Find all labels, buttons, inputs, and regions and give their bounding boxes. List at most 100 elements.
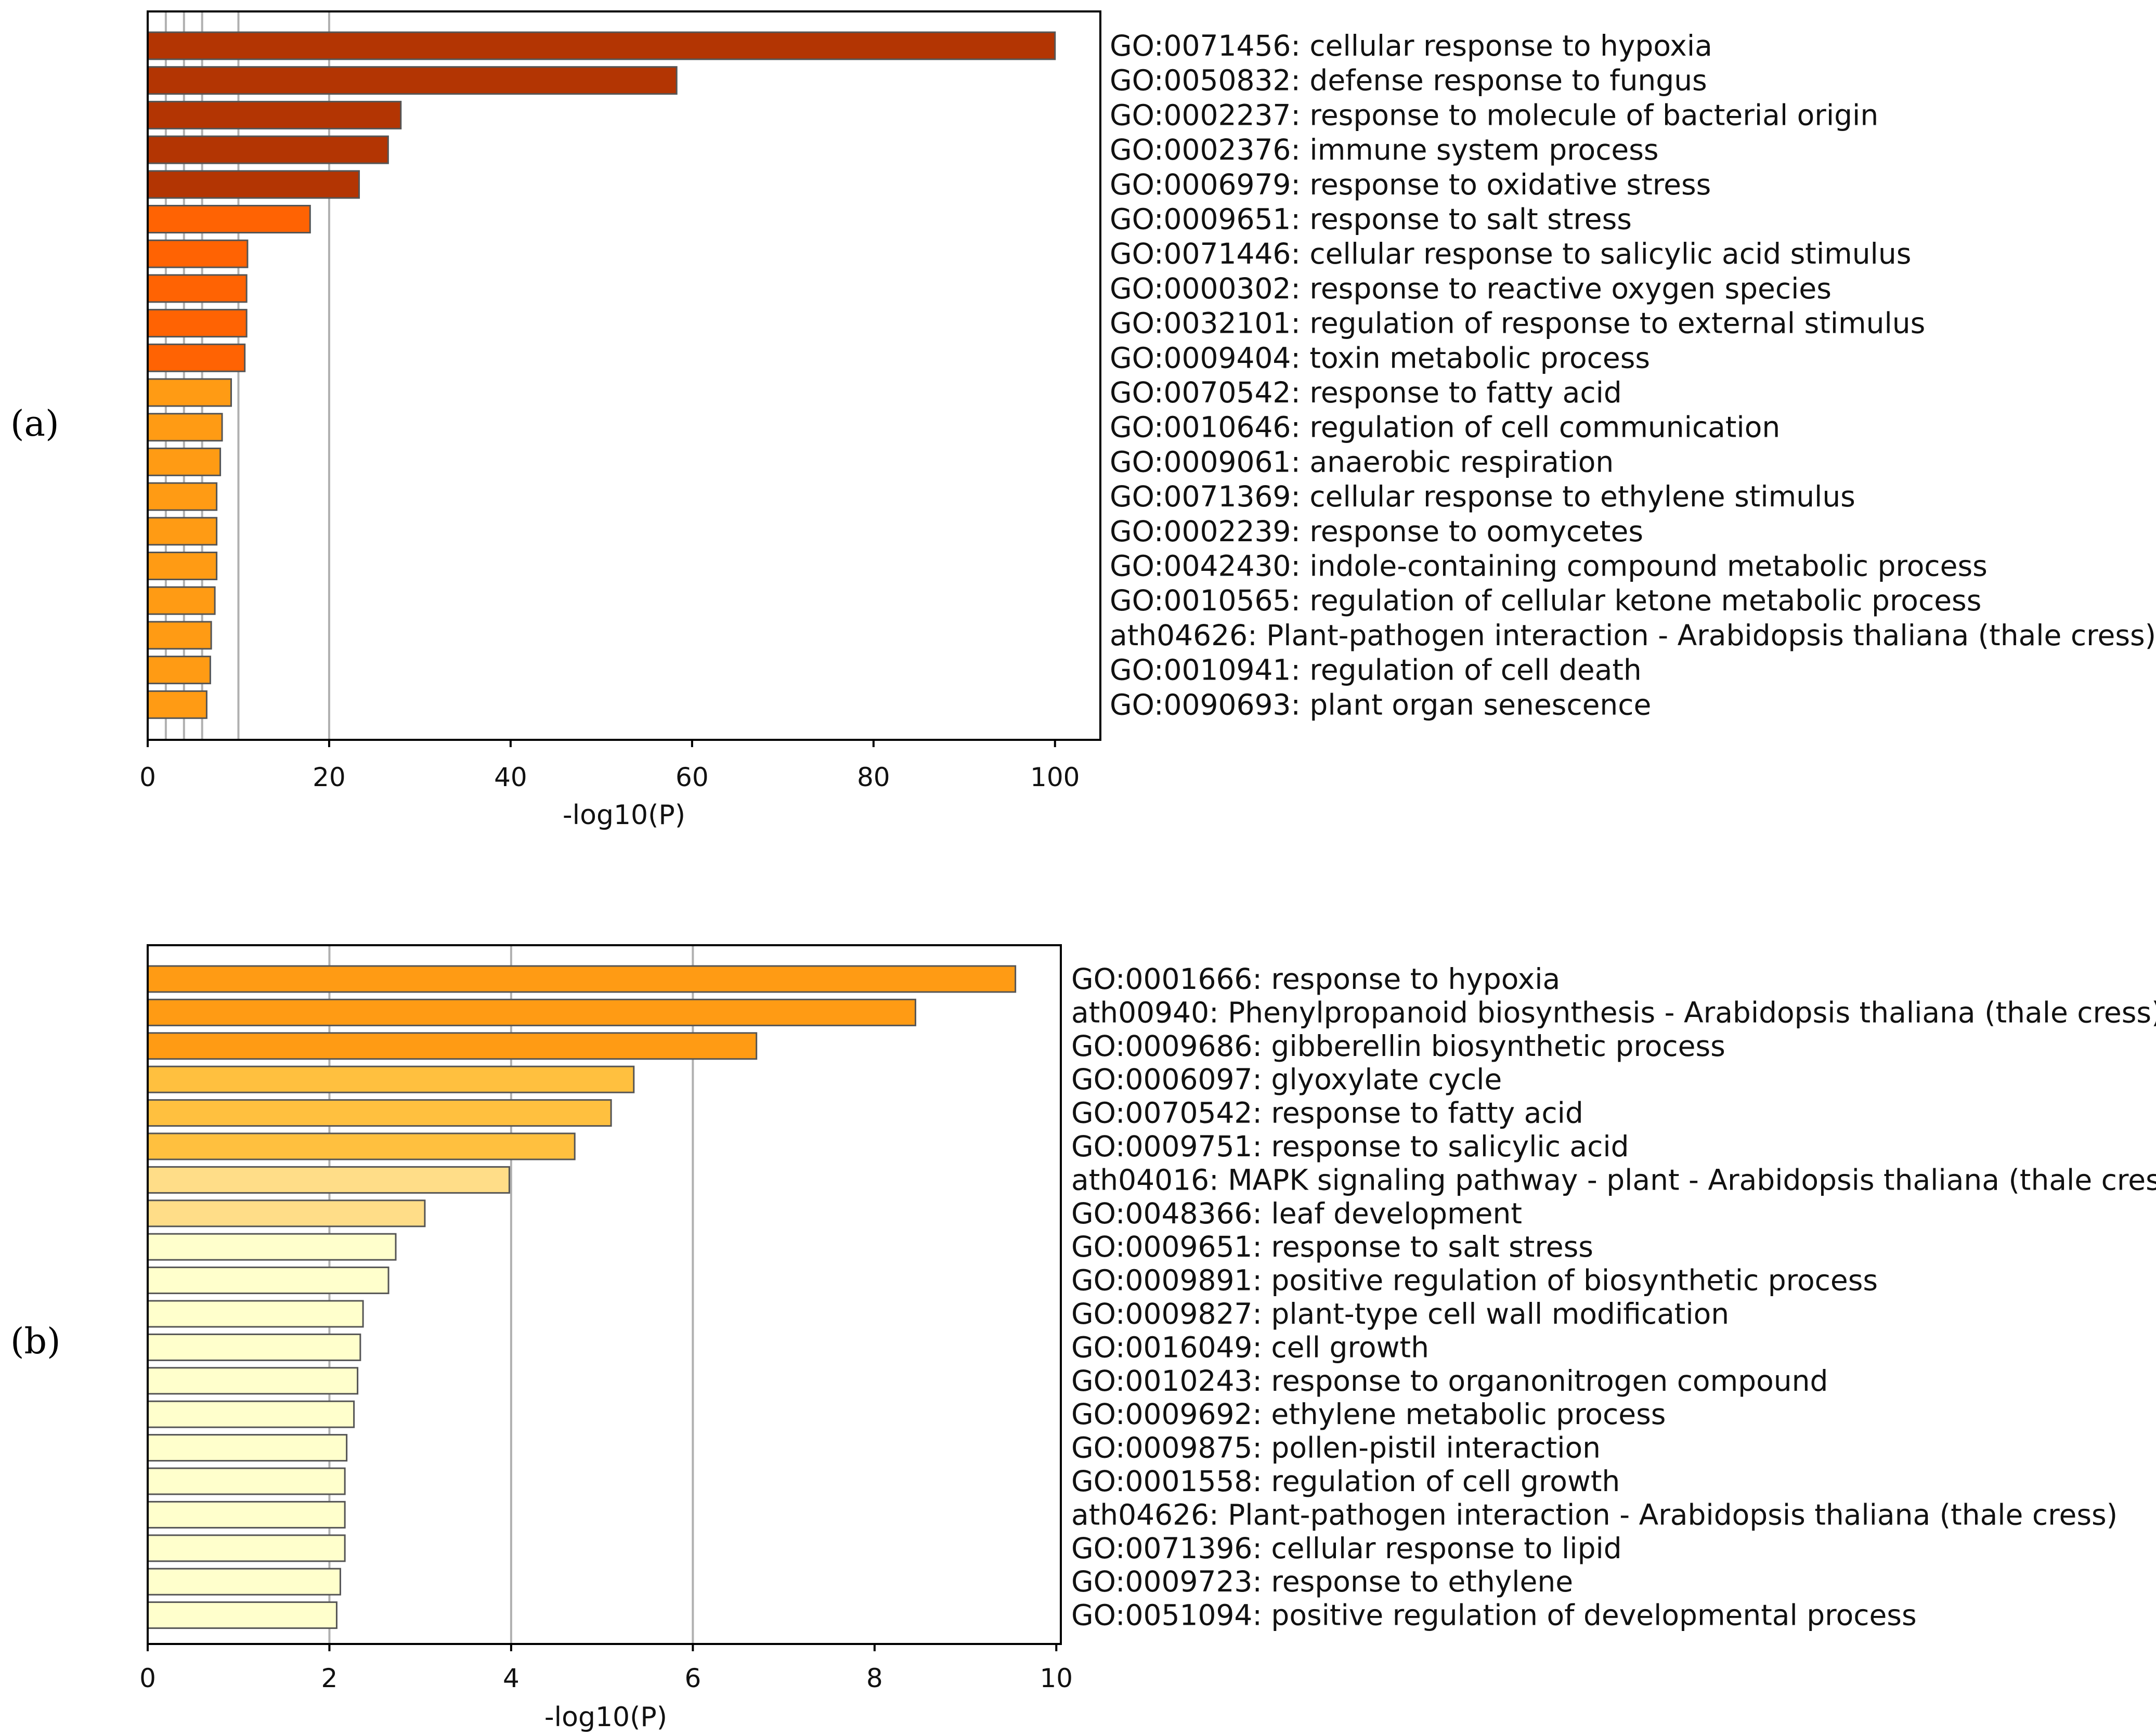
bar [147,31,1056,60]
bar [147,1166,510,1194]
bar [147,343,246,372]
term-label: GO:0071456: cellular response to hypoxia [1110,29,1712,62]
term-label: GO:0070542: response to fatty acid [1110,376,1622,409]
term-label: GO:0090693: plant organ senescence [1110,688,1651,721]
x-tick-label: 2 [321,1663,338,1693]
bar [147,621,212,650]
term-label: GO:0051094: positive regulation of devel… [1071,1599,1917,1632]
panel-label: (a) [10,403,59,445]
term-label: GO:0009827: plant-type cell wall modific… [1071,1297,1729,1330]
term-label: GO:0070542: response to fatty acid [1071,1097,1583,1130]
term-label: GO:0001558: regulation of cell growth [1071,1465,1620,1498]
bar [147,998,916,1026]
x-tick-label: 60 [676,762,709,792]
bar [147,205,311,233]
bar [147,309,248,338]
term-label: GO:0009692: ethylene metabolic process [1071,1398,1666,1431]
x-tick-label: 20 [313,762,346,792]
bar [147,1534,346,1562]
term-label: GO:0010565: regulation of cellular keton… [1110,584,1981,617]
term-label: GO:0009651: response to salt stress [1071,1230,1593,1263]
term-label: GO:0048366: leaf development [1071,1197,1522,1230]
term-label: GO:0002239: response to oomycetes [1110,515,1643,548]
plot-frame [147,944,1062,1645]
term-label: GO:0006979: response to oxidative stress [1110,168,1711,201]
bar [147,413,223,442]
x-tick-label: 80 [857,762,890,792]
bar [147,1199,426,1228]
bar [147,482,218,511]
bar [147,1132,576,1160]
term-label: GO:0071446: cellular response to salicyl… [1110,237,1911,270]
bar [147,100,402,129]
bar [147,1400,355,1428]
bar [147,135,389,164]
bar [147,1601,337,1629]
bar [147,378,232,407]
term-label: ath00940: Phenylpropanoid biosynthesis -… [1071,996,2156,1029]
chart-a: GO:0071456: cellular response to hypoxia… [10,10,2156,831]
term-label: ath04626: Plant-pathogen interaction - A… [1110,619,2156,652]
bar [147,1267,389,1295]
x-axis-title: -log10(P) [563,800,685,831]
bar [147,447,222,476]
x-tick-label: 10 [1040,1663,1073,1693]
x-tick-label: 0 [139,762,156,792]
term-label: GO:0042430: indole-containing compound m… [1110,550,1988,583]
term-label: GO:0010941: regulation of cell death [1110,654,1642,687]
bar [147,690,207,719]
bar [147,1467,346,1495]
term-label: GO:0071369: cellular response to ethylen… [1110,480,1855,513]
x-tick-label: 100 [1030,762,1080,792]
x-tick-label: 8 [866,1663,883,1693]
panel-label: (b) [10,1321,61,1362]
x-tick-label: 4 [503,1663,519,1693]
bar [147,1032,758,1060]
term-label: ath04016: MAPK signaling pathway - plant… [1071,1163,2156,1196]
bar [147,274,248,303]
term-label: GO:0002237: response to molecule of bact… [1110,98,1878,132]
term-label: GO:0000302: response to reactive oxygen … [1110,272,1832,305]
bar [147,1367,359,1395]
term-label: GO:0001666: response to hypoxia [1071,962,1560,996]
term-label: GO:0016049: cell growth [1071,1330,1429,1364]
x-tick-label: 40 [494,762,527,792]
bar [147,656,211,685]
bar [147,586,216,615]
term-label: GO:0071396: cellular response to lipid [1071,1532,1622,1565]
term-label: GO:0009404: toxin metabolic process [1110,341,1650,374]
chart-b: GO:0001666: response to hypoxiaath00940:… [10,944,2156,1733]
term-label: GO:0009891: positive regulation of biosy… [1071,1264,1878,1297]
bar [147,552,218,580]
bar [147,1065,635,1093]
term-label: GO:0009061: anaerobic respiration [1110,445,1614,478]
term-label: GO:0032101: regulation of response to ex… [1110,307,1925,340]
term-label: ath04626: Plant-pathogen interaction - A… [1071,1498,2118,1531]
x-tick-label: 0 [139,1663,156,1693]
bar [147,1233,397,1261]
term-label: GO:0002376: immune system process [1110,133,1659,166]
term-label: GO:0010243: response to organonitrogen c… [1071,1364,1828,1398]
bar [147,170,360,199]
term-label: GO:0009875: pollen-pistil interaction [1071,1431,1601,1465]
bar [147,1568,341,1596]
bar [147,1500,346,1529]
term-label: GO:0009723: response to ethylene [1071,1565,1573,1598]
x-tick-label: 6 [684,1663,701,1693]
term-label: GO:0009751: response to salicylic acid [1071,1130,1629,1163]
term-label: GO:0009686: gibberellin biosynthetic pro… [1071,1029,1725,1063]
bar [147,517,218,546]
bar [147,965,1017,993]
x-axis-title: -log10(P) [544,1702,667,1733]
term-label: GO:0006097: glyoxylate cycle [1071,1063,1502,1096]
term-label: GO:0010646: regulation of cell communica… [1110,411,1780,444]
bar [147,239,249,268]
bar [147,1434,348,1462]
plot-frame [147,10,1101,741]
term-label: GO:0050832: defense response to fungus [1110,64,1707,97]
bar [147,1099,612,1127]
term-label: GO:0009651: response to salt stress [1110,203,1632,236]
bar [147,1333,361,1361]
bar [147,1300,364,1328]
